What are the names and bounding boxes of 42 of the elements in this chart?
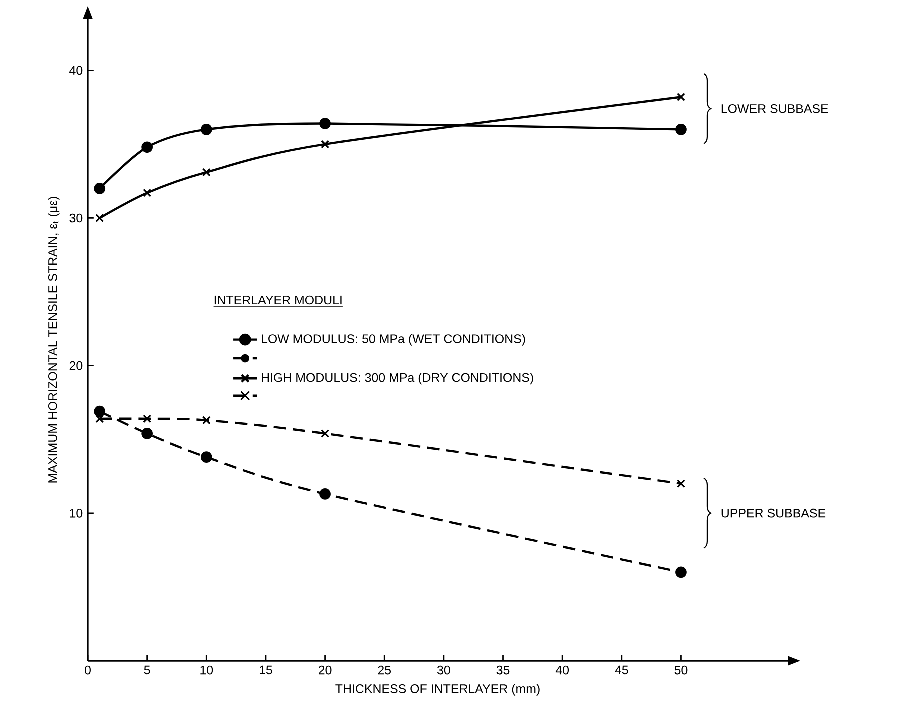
point [94, 183, 106, 194]
point [202, 168, 211, 177]
point [200, 124, 212, 136]
point [321, 429, 330, 438]
point [321, 140, 330, 149]
x-tick-label: 20 [318, 666, 332, 675]
y-tick-label: 40 [70, 66, 83, 76]
point [96, 414, 104, 424]
x-tick-label: 10 [200, 666, 214, 675]
y-tick-label: 20 [70, 361, 83, 370]
legend-label: LOW MODULUS: 50 MPa (WET CONDITIONS) [262, 334, 526, 346]
point [320, 118, 331, 130]
legend-title: INTERLAYER MODULI [214, 296, 342, 305]
point [202, 416, 211, 425]
point [676, 566, 687, 578]
point [142, 142, 153, 154]
point [96, 214, 104, 222]
x-tick-label: 15 [260, 666, 272, 675]
point [143, 188, 152, 198]
x-tick-label: 45 [615, 666, 628, 675]
x-tick-label: 0 [85, 666, 91, 675]
point [676, 124, 687, 136]
x-axis-title: THICKNESS OF INTERLAYER (mm) [336, 684, 540, 696]
y-tick-label: 10 [70, 509, 83, 518]
annotation: LOWER SUBBASE [722, 104, 828, 114]
x-tick-label: 35 [496, 666, 510, 675]
point [142, 428, 153, 440]
x-tick-label: 50 [674, 666, 688, 675]
point [200, 452, 212, 464]
x-tick-label: 40 [556, 666, 570, 675]
point [676, 92, 686, 102]
annotation: UPPER SUBBASE [722, 508, 826, 518]
x-tick-label: 25 [378, 666, 392, 675]
point [94, 406, 106, 418]
x-tick-label: 5 [144, 666, 150, 675]
y-axis-title: MAXIMUM HORIZONTAL TENSILE STRAIN, ε$_{t}$ (με) [48, 197, 60, 483]
legend-label: HIGH MODULUS: 300 MPa (DRY CONDITIONS) [262, 373, 534, 385]
y-tick-label: 30 [70, 214, 83, 223]
point [320, 488, 331, 500]
x-tick-label: 30 [437, 666, 450, 675]
point [676, 480, 686, 488]
point [143, 414, 152, 424]
